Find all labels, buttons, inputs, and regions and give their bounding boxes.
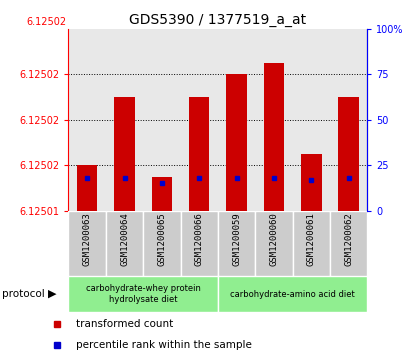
Text: GSM1200061: GSM1200061 — [307, 212, 316, 266]
Text: transformed count: transformed count — [76, 319, 174, 329]
Bar — [255, 211, 293, 276]
Text: GSM1200065: GSM1200065 — [157, 212, 166, 266]
Bar — [189, 97, 210, 211]
Bar — [264, 63, 284, 211]
Text: percentile rank within the sample: percentile rank within the sample — [76, 340, 252, 350]
Bar — [293, 211, 330, 276]
Text: GSM1200064: GSM1200064 — [120, 212, 129, 266]
Bar — [218, 276, 367, 312]
Text: GSM1200060: GSM1200060 — [269, 212, 278, 266]
Text: carbohydrate-whey protein
hydrolysate diet: carbohydrate-whey protein hydrolysate di… — [86, 284, 200, 304]
Title: GDS5390 / 1377519_a_at: GDS5390 / 1377519_a_at — [129, 13, 306, 26]
Text: ▶: ▶ — [48, 289, 56, 299]
Bar — [68, 211, 106, 276]
Text: carbohydrate-amino acid diet: carbohydrate-amino acid diet — [230, 290, 355, 298]
Bar — [68, 276, 218, 312]
Bar — [106, 211, 143, 276]
Text: GSM1200062: GSM1200062 — [344, 212, 353, 266]
Bar — [181, 211, 218, 276]
Bar — [330, 211, 367, 276]
Bar — [338, 97, 359, 211]
Bar — [77, 165, 98, 211]
Bar — [226, 74, 247, 211]
Text: GSM1200059: GSM1200059 — [232, 212, 241, 266]
Bar — [301, 154, 322, 211]
Text: GSM1200066: GSM1200066 — [195, 212, 204, 266]
Bar — [114, 97, 135, 211]
Text: 6.12502: 6.12502 — [27, 17, 67, 27]
Text: protocol: protocol — [2, 289, 45, 299]
Bar — [151, 176, 172, 211]
Bar — [218, 211, 255, 276]
Text: GSM1200063: GSM1200063 — [83, 212, 92, 266]
Bar — [143, 211, 181, 276]
